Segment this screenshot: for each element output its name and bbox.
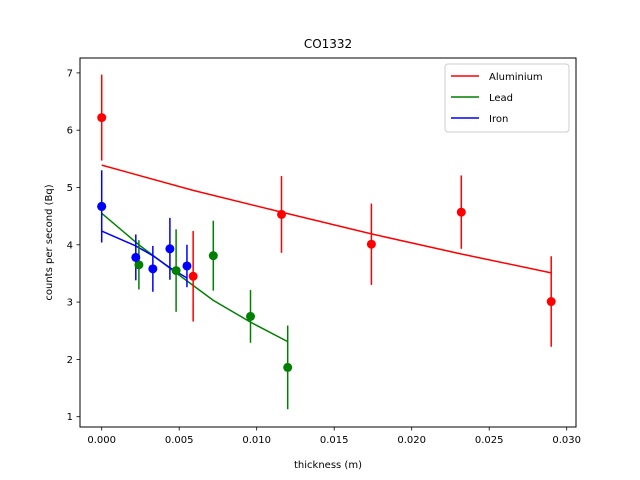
legend-box [444,63,570,133]
legend-label-iron: Iron [489,114,508,125]
data-point-iron [148,264,158,274]
x-axis-label: thickness (m) [294,460,362,471]
data-point-iron [131,252,141,262]
fit-line-lead [101,212,289,343]
legend: Aluminium Lead Iron [444,63,570,133]
y-axis: 1 2 3 4 5 6 7 [67,68,80,423]
chart-title: CO1332 [304,37,352,51]
y-axis-label: counts per second (Bq) [44,184,55,300]
y-tick-label: 5 [67,183,73,194]
fit-line-aluminium [101,164,552,274]
y-tick-label: 2 [67,355,73,366]
legend-label-aluminium: Aluminium [489,72,543,83]
data-point-iron [182,261,192,271]
x-tick-label: 0.025 [475,435,504,446]
data-point-iron [97,201,107,211]
plot-area [97,74,556,410]
data-point-aluminium [366,239,376,249]
x-tick-label: 0.000 [87,435,116,446]
data-point-lead [283,362,293,372]
x-tick-label: 0.030 [552,435,581,446]
y-tick-label: 1 [67,412,73,423]
data-point-aluminium [97,113,107,123]
data-point-lead [246,311,255,321]
x-tick-label: 0.010 [242,435,271,446]
data-point-lead [134,260,144,270]
y-tick-label: 7 [67,68,73,79]
legend-label-lead: Lead [489,93,513,104]
y-tick-label: 6 [67,126,73,137]
data-point-aluminium [546,297,556,307]
x-tick-label: 0.005 [165,435,194,446]
y-tick-label: 4 [67,240,73,251]
data-point-lead [171,266,181,276]
y-tick-label: 3 [67,298,73,309]
data-point-aluminium [277,209,286,219]
x-tick-label: 0.015 [320,435,349,446]
data-point-aluminium [456,207,466,217]
x-tick-label: 0.020 [397,435,426,446]
data-point-aluminium [188,271,198,281]
data-point-lead [208,251,218,261]
data-point-iron [165,244,175,254]
axes-frame [79,57,577,428]
x-axis: 0.000 0.005 0.010 0.015 0.020 0.025 0.030 [87,427,581,446]
